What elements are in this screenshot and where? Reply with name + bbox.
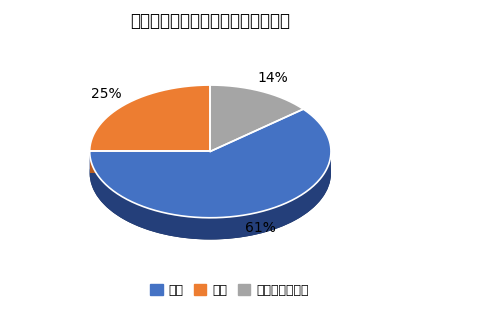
Text: 25%: 25%: [91, 87, 121, 101]
Ellipse shape: [90, 107, 331, 239]
Text: ヴェゼルのインテリア・満足度調査: ヴェゼルのインテリア・満足度調査: [130, 12, 290, 30]
Polygon shape: [210, 85, 303, 151]
Polygon shape: [90, 151, 210, 173]
Polygon shape: [90, 109, 331, 218]
Text: 14%: 14%: [258, 71, 288, 85]
Polygon shape: [90, 151, 210, 173]
Polygon shape: [90, 150, 331, 239]
Text: 61%: 61%: [245, 221, 276, 235]
Legend: 満足, 不満, どちらでもない: 満足, 不満, どちらでもない: [145, 279, 314, 302]
Polygon shape: [90, 85, 210, 151]
